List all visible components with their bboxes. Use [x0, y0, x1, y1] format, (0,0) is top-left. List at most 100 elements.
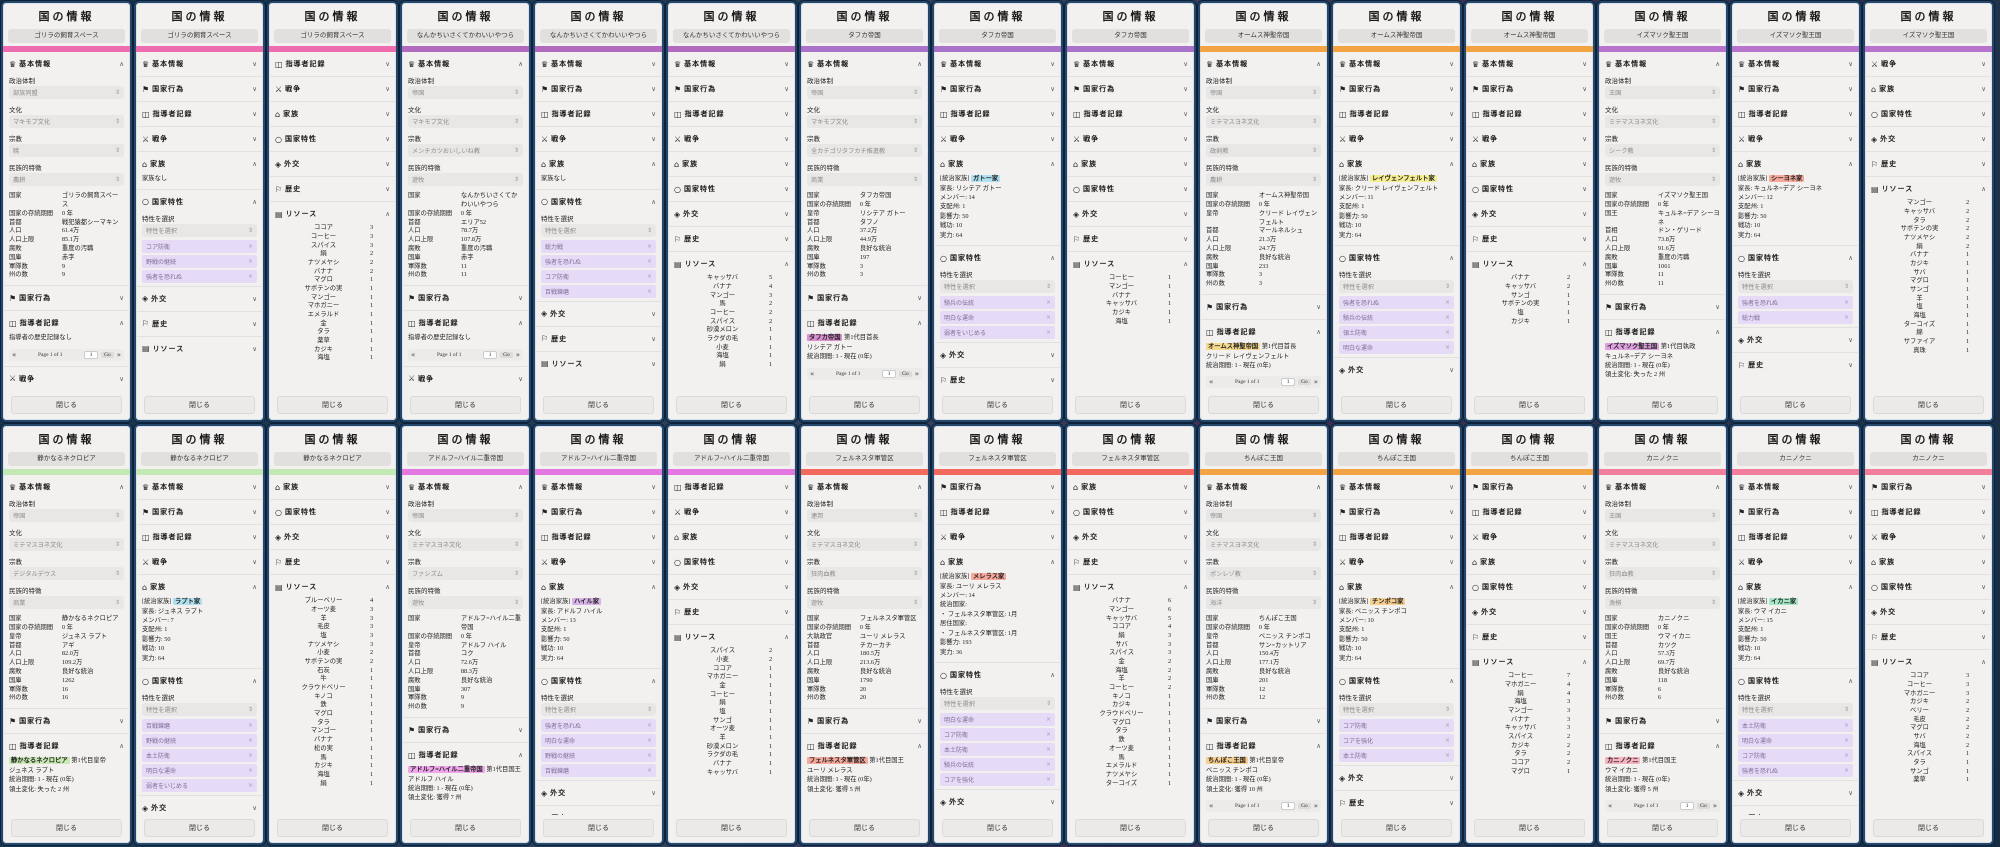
section-header-war[interactable]: ⚔ 戦争 ∨ [934, 129, 1061, 148]
section-header-resources[interactable]: ▤ リソース ∧ [269, 204, 396, 223]
section-header-family[interactable]: ⌂ 家族 ∧ [1732, 577, 1859, 596]
section-header-actions[interactable]: ⚑ 国家行為 ∨ [1333, 502, 1460, 521]
go-button[interactable]: Go [1298, 379, 1311, 386]
section-header-war[interactable]: ⚔ 戦争 ∨ [1732, 552, 1859, 571]
basic-select-2[interactable]: 狂肉血教 ⇕ [1605, 567, 1720, 581]
section-header-family[interactable]: ⌂ 家族 ∨ [1466, 154, 1593, 173]
section-header-history[interactable]: ⚐歴史∨ [1865, 627, 1992, 646]
section-header-diplomacy[interactable]: ◈ 外交 ∨ [668, 577, 795, 596]
close-button[interactable]: 閉じる [1341, 819, 1452, 837]
section-header-history[interactable]: ⚐歴史∨ [1732, 355, 1859, 374]
section-header-leader[interactable]: ◫ 指導者記録 ∧ [1599, 736, 1726, 755]
section-header-history[interactable]: ⚐歴史∨ [535, 808, 662, 815]
close-button[interactable]: 閉じる [1208, 396, 1319, 414]
section-header-war[interactable]: ⚔ 戦争 ∨ [668, 129, 795, 148]
basic-select-2[interactable]: 暁 ⇕ [9, 144, 124, 158]
remove-tag-icon[interactable]: × [1843, 314, 1849, 322]
remove-tag-icon[interactable]: × [1843, 752, 1849, 760]
remove-tag-icon[interactable]: × [247, 242, 253, 250]
close-button[interactable]: 閉じる [543, 396, 654, 414]
remove-tag-icon[interactable]: × [247, 782, 253, 790]
close-button[interactable]: 閉じる [277, 819, 388, 837]
basic-select-1[interactable]: マキモブ文化 ⇕ [9, 115, 124, 129]
section-header-leader[interactable]: ◫ 指導者記録 ∧ [3, 736, 130, 755]
section-header-actions[interactable]: ⚑ 国家行為 ∨ [1732, 502, 1859, 521]
country-name-button[interactable]: イズマソク聖王国 [1870, 29, 1987, 44]
section-header-family[interactable]: ⌂ 家族 ∨ [1865, 79, 1992, 98]
close-button[interactable]: 閉じる [809, 819, 920, 837]
section-header-basic[interactable]: ♛ 基本情報 ∨ [136, 54, 263, 73]
close-button[interactable]: 閉じる [1873, 819, 1984, 837]
basic-select-0[interactable]: 連邦 ⇕ [807, 509, 922, 523]
section-header-history[interactable]: ⚐歴史∨ [136, 314, 263, 333]
section-header-diplomacy[interactable]: ◈ 外交 ∨ [535, 304, 662, 323]
section-header-actions[interactable]: ⚑ 国家行為 ∨ [1865, 477, 1992, 496]
section-header-war[interactable]: ⚔ 戦争 ∨ [3, 369, 130, 388]
trait-tag[interactable]: 強者を恐れぬ × [1738, 764, 1853, 778]
section-header-resources[interactable]: ▤ リソース ∧ [1865, 652, 1992, 671]
section-header-history[interactable]: ⚐歴史∨ [535, 329, 662, 348]
basic-select-3[interactable]: 遊牧 ⇕ [408, 173, 523, 187]
trait-tag[interactable]: 本土防衛 × [142, 749, 257, 763]
trait-tag[interactable]: 野戦の継続 × [142, 254, 257, 268]
basic-select-2[interactable]: メンチカツおいしいね教 ⇕ [408, 144, 523, 158]
section-header-diplomacy[interactable]: ◈ 外交 ∨ [1865, 602, 1992, 621]
section-header-leader[interactable]: ◫ 指導者記録 ∨ [1732, 104, 1859, 123]
section-header-basic[interactable]: ♛ 基本情報 ∨ [535, 54, 662, 73]
section-header-resources[interactable]: ▤ リソース ∧ [1466, 652, 1593, 671]
section-header-basic[interactable]: ♛ 基本情報 ∨ [136, 477, 263, 496]
section-header-war[interactable]: ⚔ 戦争 ∨ [1067, 129, 1194, 148]
go-button[interactable]: Go [1697, 803, 1710, 809]
basic-select-3[interactable]: 農耕 ⇕ [1206, 173, 1321, 187]
last-page-button[interactable]: » [1313, 802, 1318, 810]
close-button[interactable]: 閉じる [942, 396, 1053, 414]
basic-select-1[interactable]: ミテマスヨネ文化 ⇕ [9, 538, 124, 552]
remove-tag-icon[interactable]: × [1045, 776, 1051, 784]
traits-select[interactable]: 特性を選択 ⇕ [1339, 280, 1454, 294]
section-header-basic[interactable]: ♛ 基本情報 ∨ [1333, 54, 1460, 73]
trait-tag[interactable]: 強者を恐れぬ × [1339, 296, 1454, 310]
country-name-button[interactable]: アドルフ=ハイル二重帝国 [540, 452, 657, 467]
close-button[interactable]: 閉じる [1740, 396, 1851, 414]
remove-tag-icon[interactable]: × [1444, 329, 1450, 337]
first-page-button[interactable]: « [411, 350, 416, 359]
country-name-button[interactable]: フェルネスタ軍管区 [806, 452, 923, 467]
section-header-diplomacy[interactable]: ◈ 外交 ∨ [1067, 204, 1194, 223]
basic-select-0[interactable]: 王国 ⇕ [1605, 509, 1720, 523]
basic-select-2[interactable]: シーク教 ⇕ [1605, 144, 1720, 158]
country-name-button[interactable]: ゴリラの飼育スペース [274, 29, 391, 44]
section-header-history[interactable]: ⚐歴史∨ [1732, 808, 1859, 815]
section-header-war[interactable]: ⚔ 戦争 ∨ [1732, 129, 1859, 148]
section-header-history[interactable]: ⚐歴史∨ [1466, 229, 1593, 248]
traits-select[interactable]: 特性を選択 ⇕ [1738, 703, 1853, 717]
page-number-input[interactable]: 1 [882, 369, 897, 378]
section-header-leader[interactable]: ◫ 指導者記録 ∨ [1732, 527, 1859, 546]
basic-select-2[interactable]: 狂肉血教 ⇕ [807, 567, 922, 581]
trait-tag[interactable]: 弱者をいじめる × [940, 326, 1055, 340]
section-header-traits[interactable]: ○ 国家特性 ∨ [1865, 577, 1992, 596]
traits-select[interactable]: 特性を選択 ⇕ [142, 223, 257, 237]
section-header-traits[interactable]: ○ 国家特性 ∧ [1333, 248, 1460, 267]
section-header-war[interactable]: ⚔ 戦争 ∨ [269, 79, 396, 98]
section-header-basic[interactable]: ♛ 基本情報 ∧ [1200, 54, 1327, 73]
trait-tag[interactable]: 総力戦 × [1738, 311, 1853, 325]
trait-tag[interactable]: 明白な運命 × [541, 734, 656, 748]
section-header-war[interactable]: ⚔ 戦争 ∨ [1333, 552, 1460, 571]
section-header-leader[interactable]: ◫ 指導者記録 ∨ [1067, 104, 1194, 123]
traits-select[interactable]: 特性を選択 ⇕ [142, 703, 257, 717]
basic-select-3[interactable]: 農耕 ⇕ [9, 173, 124, 187]
section-header-diplomacy[interactable]: ◈ 外交 ∨ [1333, 360, 1460, 379]
section-header-leader[interactable]: ◫ 指導者記録 ∨ [136, 527, 263, 546]
close-button[interactable]: 閉じる [676, 819, 787, 837]
remove-tag-icon[interactable]: × [1444, 722, 1450, 730]
close-button[interactable]: 閉じる [1474, 819, 1585, 837]
go-button[interactable]: Go [899, 370, 912, 377]
section-header-war[interactable]: ⚔ 戦争 ∨ [1333, 129, 1460, 148]
basic-select-1[interactable]: マキモブ文化 ⇕ [408, 115, 523, 129]
section-header-diplomacy[interactable]: ◈ 外交 ∨ [535, 783, 662, 802]
section-header-war[interactable]: ⚔ 戦争 ∨ [1865, 54, 1992, 73]
remove-tag-icon[interactable]: × [1045, 329, 1051, 337]
country-name-button[interactable]: カニノクニ [1737, 452, 1854, 467]
section-header-actions[interactable]: ⚑ 国家行為 ∨ [1200, 711, 1327, 730]
section-header-leader[interactable]: ◫ 指導者記録 ∨ [269, 54, 396, 73]
